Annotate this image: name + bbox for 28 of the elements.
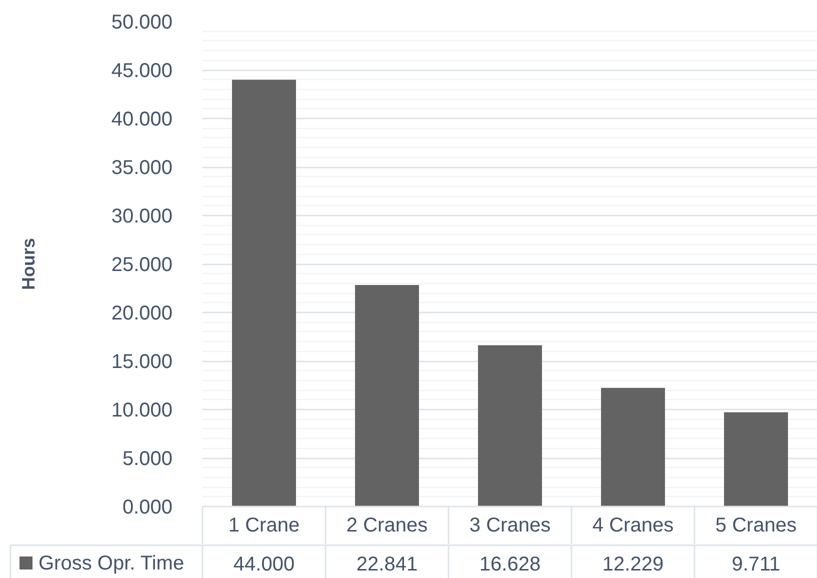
y-tick-label: 5.000	[122, 448, 173, 470]
x-tick-label: 5 Cranes	[715, 514, 797, 536]
y-tick-label: 50.000	[111, 12, 172, 34]
y-tick-label: 25.000	[111, 254, 172, 276]
x-tick-label: 2 Cranes	[346, 514, 428, 536]
y-tick-label: 15.000	[111, 351, 172, 373]
legend-label: Gross Opr. Time	[38, 552, 184, 574]
y-tick-label: 0.000	[122, 496, 173, 518]
data-label: 9.711	[732, 554, 780, 576]
bar	[724, 412, 788, 506]
y-tick-label: 45.000	[111, 60, 172, 82]
y-tick-label: 40.000	[111, 108, 172, 130]
data-label: 22.841	[356, 554, 418, 576]
bar	[232, 80, 296, 506]
x-tick-label: 4 Cranes	[592, 514, 674, 536]
x-tick-label: 1 Crane	[228, 514, 300, 536]
y-tick-label: 30.000	[111, 206, 172, 228]
y-axis-title: Hours	[18, 238, 38, 290]
bar	[355, 284, 419, 506]
data-label: 44.000	[233, 554, 295, 576]
data-label: 12.229	[602, 554, 664, 576]
bar	[601, 388, 665, 506]
x-tick-label: 3 Cranes	[469, 514, 551, 536]
y-tick-label: 10.000	[111, 400, 172, 422]
data-label: 16.628	[479, 554, 541, 576]
y-tick-label: 20.000	[111, 302, 172, 324]
bar	[478, 345, 542, 506]
y-tick-label: 35.000	[111, 157, 172, 179]
